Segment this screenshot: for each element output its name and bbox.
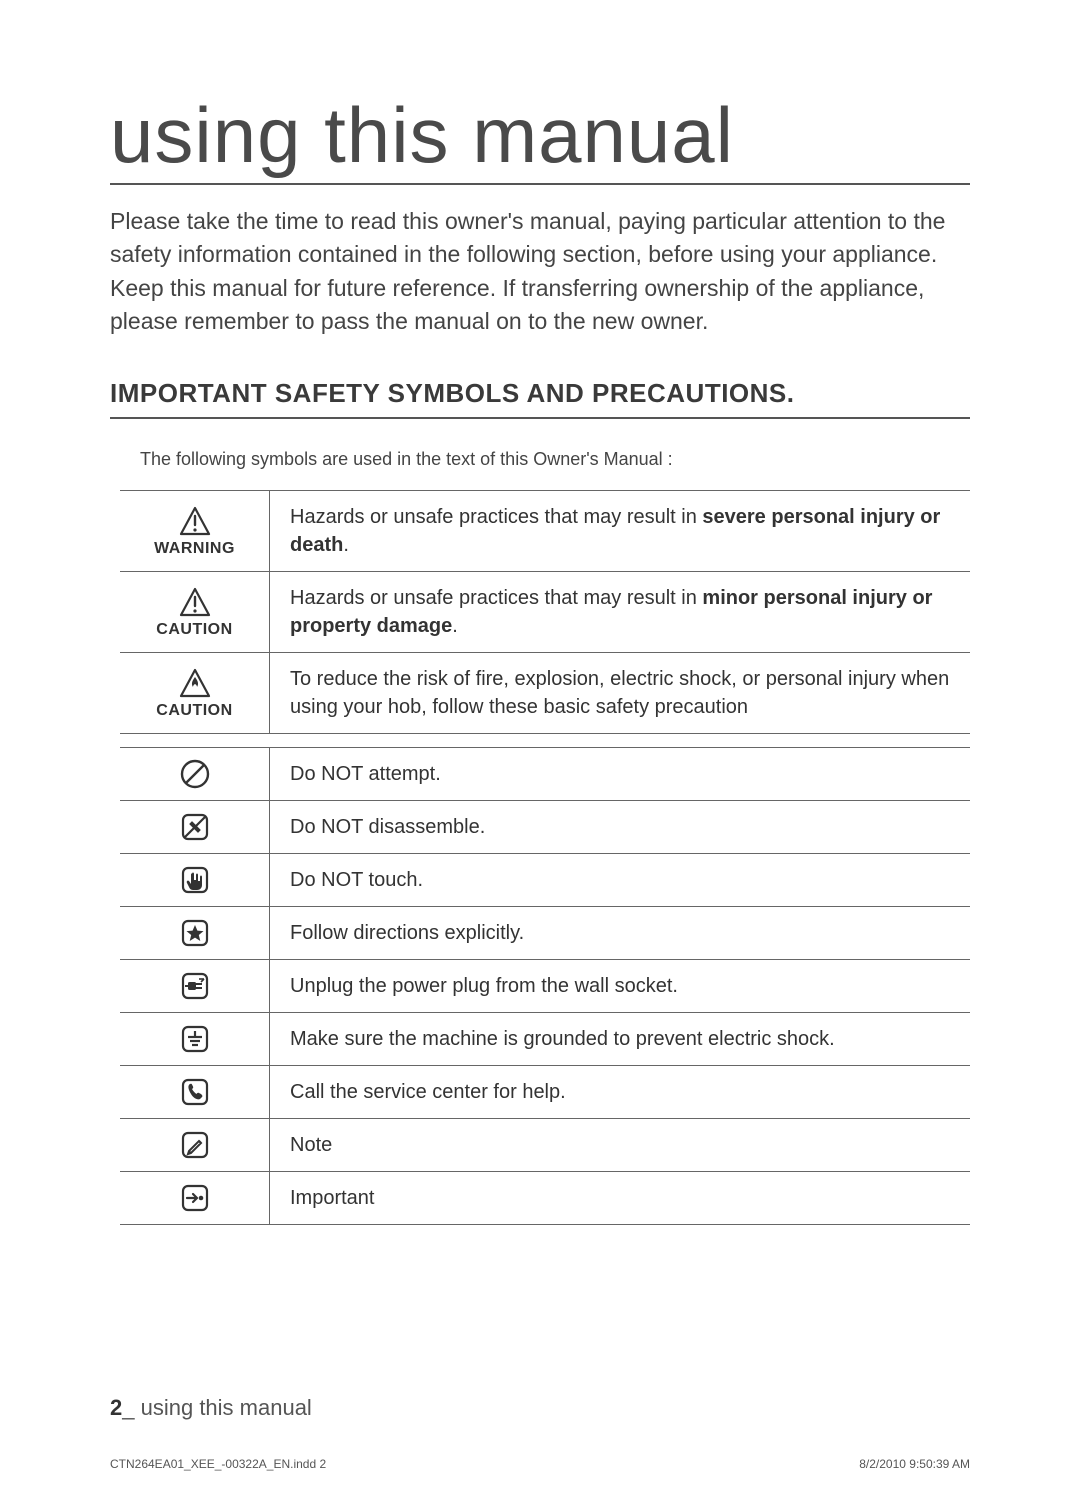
symbol-label: WARNING [154, 540, 235, 558]
symbol-description: Do NOT disassemble. [270, 801, 970, 853]
table-row: Do NOT disassemble. [120, 800, 970, 853]
no-disassemble-icon [178, 810, 212, 844]
print-filename: CTN264EA01_XEE_-00322A_EN.indd 2 [110, 1457, 326, 1471]
symbol-description: Important [270, 1172, 970, 1224]
no-entry-icon [178, 757, 212, 791]
warning-icon [178, 504, 212, 538]
caution-fire-icon [178, 666, 212, 700]
symbol-cell [120, 854, 270, 906]
symbol-description: Follow directions explicitly. [270, 907, 970, 959]
symbol-cell: CAUTION [120, 653, 270, 733]
symbol-cell [120, 1172, 270, 1224]
ground-icon [178, 1022, 212, 1056]
important-icon [178, 1181, 212, 1215]
print-timestamp: 8/2/2010 9:50:39 AM [859, 1457, 970, 1471]
intro-paragraph: Please take the time to read this owner'… [110, 205, 970, 338]
symbol-cell [120, 1013, 270, 1065]
page-footer: 2_ using this manual [110, 1395, 312, 1421]
symbol-label: CAUTION [156, 621, 232, 639]
unplug-icon [178, 969, 212, 1003]
symbol-description: Hazards or unsafe practices that may res… [270, 572, 970, 652]
table-row: CAUTION Hazards or unsafe practices that… [120, 571, 970, 652]
symbol-description: Make sure the machine is grounded to pre… [270, 1013, 970, 1065]
section-heading: IMPORTANT SAFETY SYMBOLS AND PRECAUTIONS… [110, 378, 970, 419]
symbol-cell [120, 1119, 270, 1171]
table-row: Unplug the power plug from the wall sock… [120, 959, 970, 1012]
symbol-description: To reduce the risk of fire, explosion, e… [270, 653, 970, 733]
symbol-cell [120, 801, 270, 853]
table-row: Make sure the machine is grounded to pre… [120, 1012, 970, 1065]
symbol-cell [120, 748, 270, 800]
section-subtext: The following symbols are used in the te… [140, 449, 970, 470]
symbol-description: Do NOT attempt. [270, 748, 970, 800]
table-row: Do NOT touch. [120, 853, 970, 906]
table-row: Call the service center for help. [120, 1065, 970, 1118]
symbol-description: Call the service center for help. [270, 1066, 970, 1118]
symbol-cell: WARNING [120, 491, 270, 571]
manual-page: using this manual Please take the time t… [0, 0, 1080, 1491]
table-row: Important [120, 1171, 970, 1225]
note-icon [178, 1128, 212, 1162]
table-row: Do NOT attempt. [120, 747, 970, 800]
symbol-description: Note [270, 1119, 970, 1171]
symbol-description: Hazards or unsafe practices that may res… [270, 491, 970, 571]
no-touch-icon [178, 863, 212, 897]
symbol-description: Do NOT touch. [270, 854, 970, 906]
symbol-cell [120, 1066, 270, 1118]
symbol-cell: CAUTION [120, 572, 270, 652]
symbol-description: Unplug the power plug from the wall sock… [270, 960, 970, 1012]
table-gap [120, 733, 970, 747]
symbols-table: WARNING Hazards or unsafe practices that… [120, 490, 970, 1225]
symbol-cell [120, 907, 270, 959]
star-icon [178, 916, 212, 950]
table-row: WARNING Hazards or unsafe practices that… [120, 490, 970, 571]
footer-text: using this manual [141, 1395, 312, 1420]
table-row: Note [120, 1118, 970, 1171]
warning-icon [178, 585, 212, 619]
table-row: Follow directions explicitly. [120, 906, 970, 959]
symbol-cell [120, 960, 270, 1012]
page-title: using this manual [110, 90, 970, 185]
table-row: CAUTION To reduce the risk of fire, expl… [120, 652, 970, 733]
symbol-label: CAUTION [156, 702, 232, 720]
page-number: 2 [110, 1395, 122, 1420]
phone-icon [178, 1075, 212, 1109]
